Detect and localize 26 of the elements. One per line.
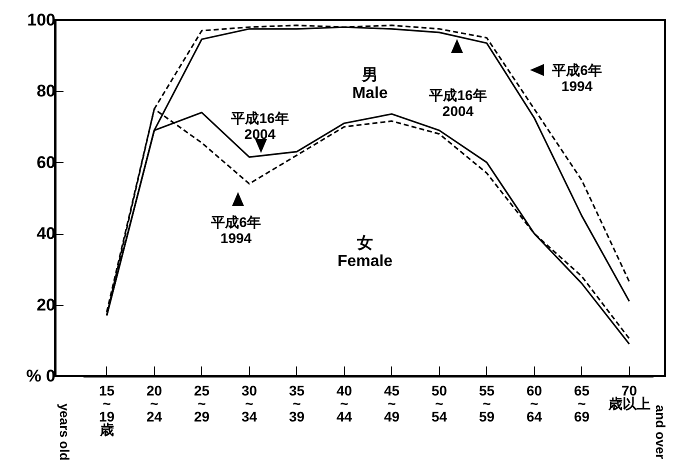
- y-tick-label: 60: [36, 152, 56, 172]
- y-tick-label: 100: [27, 10, 56, 30]
- x-tick-label: 20 ~ 24: [146, 382, 162, 424]
- annotation: 女 Female: [337, 234, 393, 270]
- annotation: 平成16年 2004: [428, 87, 487, 119]
- text: and over: [653, 404, 668, 460]
- text: years old: [57, 403, 72, 461]
- annotation: 平成16年 2004: [230, 110, 289, 142]
- x-tick-label: 45 ~ 49: [384, 382, 400, 424]
- x-tick-label: 25 ~ 29: [194, 382, 210, 424]
- annotation: 平成6年 1994: [551, 62, 602, 94]
- x-tick-label: 65 ~ 69: [574, 382, 590, 424]
- x-tick-label: 40 ~ 44: [336, 382, 352, 424]
- y-tick-label: 40: [36, 224, 56, 244]
- annotation: 平成6年 1994: [210, 214, 261, 246]
- y-tick-label: 20: [36, 295, 56, 314]
- y-tick-label: 80: [36, 82, 56, 101]
- x-tick-label: 30 ~ 34: [241, 382, 258, 424]
- x-tick-label: 60 ~ 64: [526, 382, 542, 424]
- x-tick-label: 35 ~ 39: [288, 382, 305, 424]
- x-tick-label: 55 ~ 59: [478, 382, 495, 424]
- x-tick-label: 70 歳以上: [607, 382, 650, 412]
- x-tick-label: 50 ~ 54: [431, 382, 448, 424]
- y-tick-label: % 0: [26, 366, 56, 386]
- annotation: 男 Male: [352, 67, 388, 102]
- x-tick-label: 15 ~ 19 歳: [98, 382, 115, 438]
